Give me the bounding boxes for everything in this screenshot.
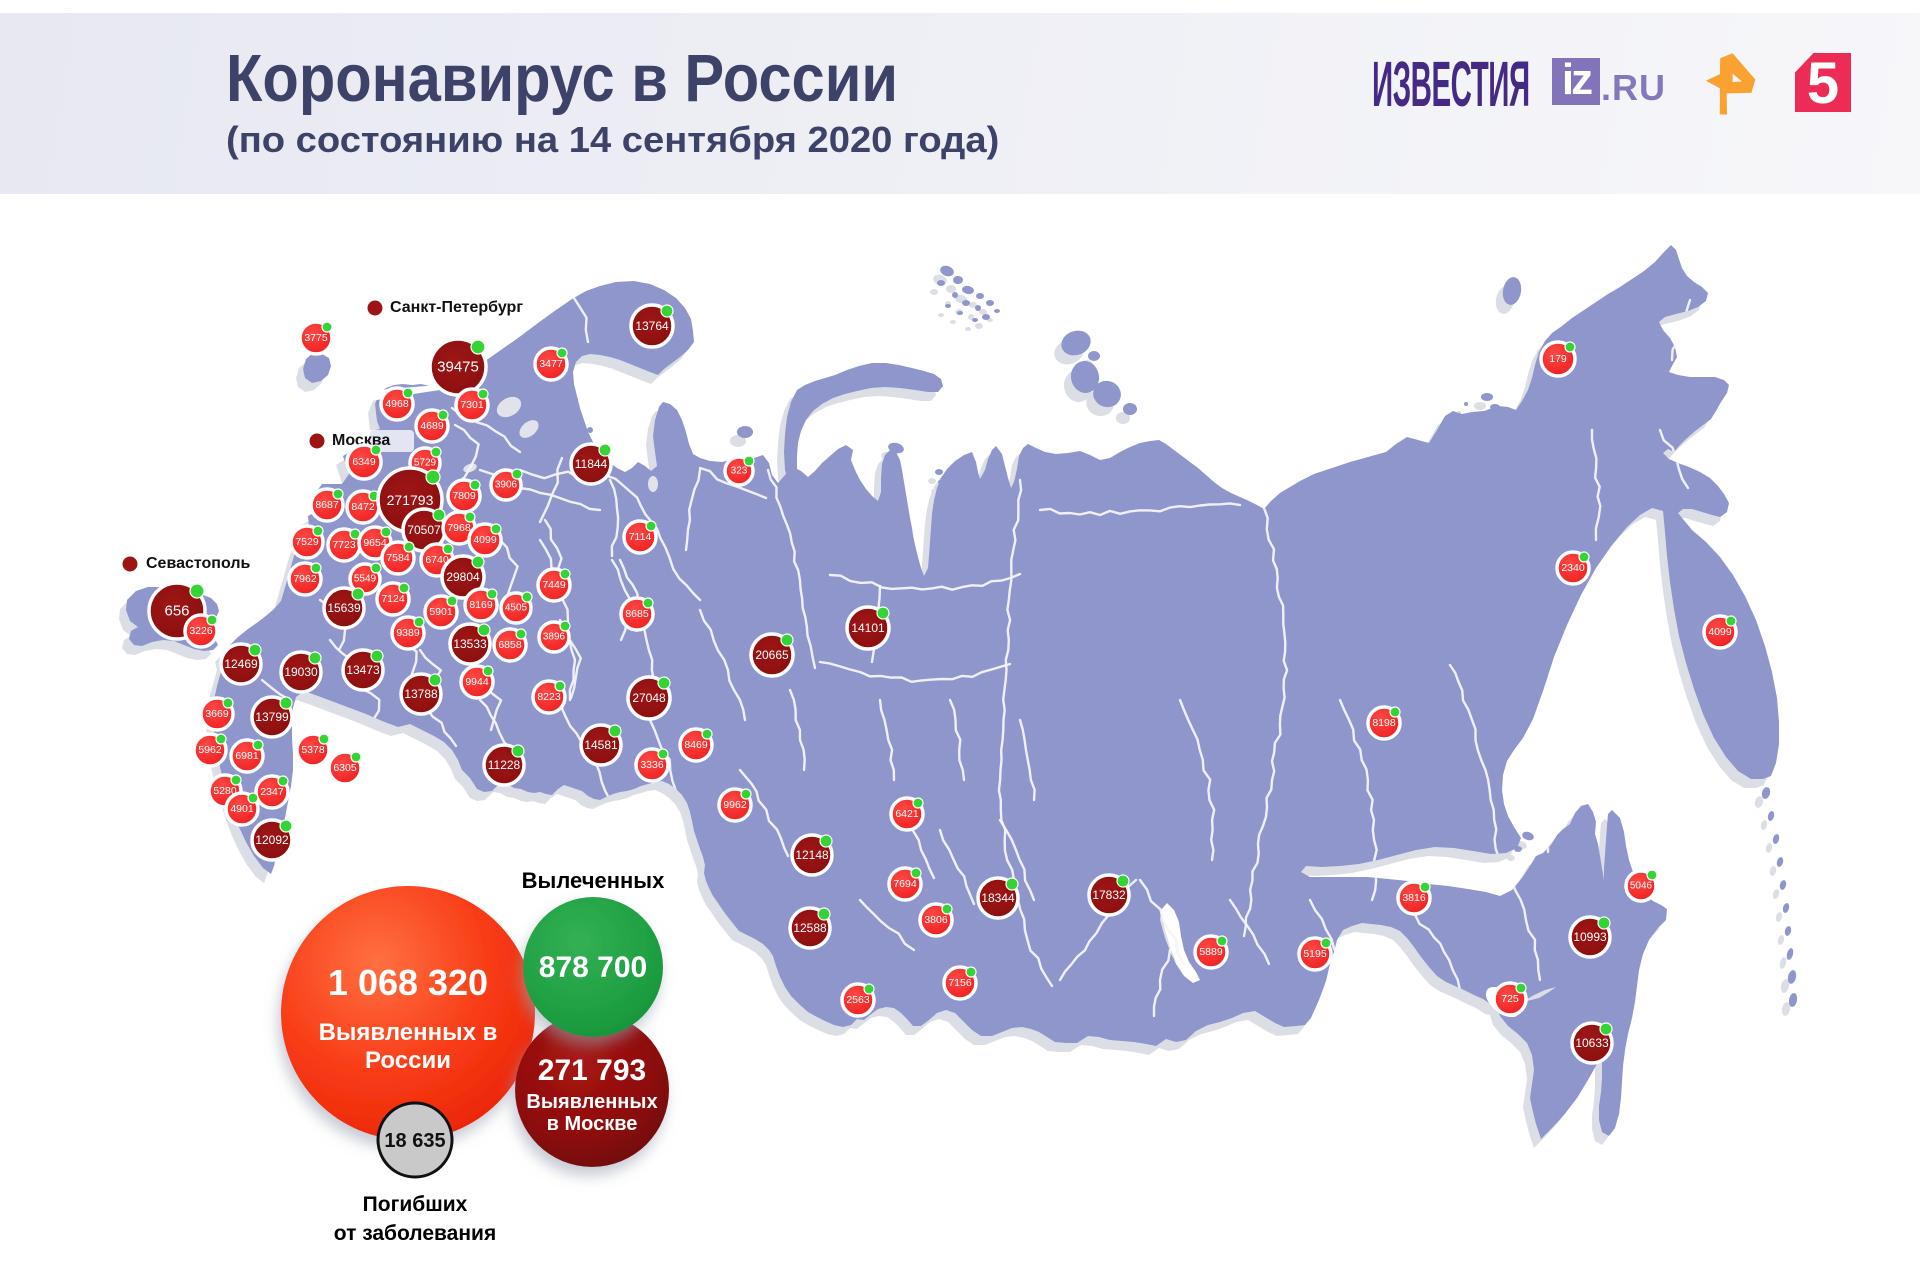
svg-text:7114: 7114 [629, 531, 652, 543]
svg-text:3226: 3226 [189, 625, 213, 637]
svg-text:9962: 9962 [723, 799, 747, 811]
svg-text:11228: 11228 [488, 758, 521, 772]
svg-text:12588: 12588 [793, 921, 827, 935]
svg-text:20665: 20665 [755, 648, 789, 662]
svg-text:8198: 8198 [1372, 717, 1396, 729]
svg-text:3816: 3816 [1402, 892, 1426, 904]
svg-text:4099: 4099 [1708, 626, 1732, 638]
svg-text:3896: 3896 [543, 632, 566, 643]
svg-text:5549: 5549 [354, 574, 377, 585]
svg-text:14101: 14101 [851, 621, 885, 635]
svg-text:725: 725 [1501, 993, 1519, 1005]
svg-text:3775: 3775 [304, 332, 328, 344]
svg-text:5962: 5962 [198, 744, 222, 756]
svg-text:Выявленных в: Выявленных в [319, 1019, 498, 1046]
svg-text:5901: 5901 [429, 606, 453, 618]
svg-text:13764: 13764 [635, 319, 669, 333]
svg-text:3906: 3906 [495, 480, 518, 491]
svg-text:7962: 7962 [293, 573, 317, 585]
svg-text:7124: 7124 [381, 593, 405, 605]
svg-text:7723: 7723 [332, 539, 356, 551]
svg-text:13799: 13799 [255, 710, 289, 724]
svg-text:8472: 8472 [351, 501, 375, 513]
svg-text:5729: 5729 [414, 458, 437, 469]
svg-text:1 068 320: 1 068 320 [328, 962, 488, 1003]
svg-text:Выявленных: Выявленных [526, 1091, 657, 1113]
svg-text:7529: 7529 [295, 536, 319, 548]
svg-text:6349: 6349 [352, 456, 376, 468]
svg-text:10633: 10633 [1575, 1036, 1609, 1050]
svg-text:12469: 12469 [224, 657, 258, 671]
svg-text:70507: 70507 [407, 523, 441, 537]
svg-text:18 635: 18 635 [384, 1130, 445, 1152]
svg-text:5280: 5280 [213, 785, 237, 797]
svg-text:2347: 2347 [260, 786, 284, 798]
svg-text:27048: 27048 [632, 691, 666, 705]
svg-text:8169: 8169 [469, 599, 493, 611]
svg-text:4689: 4689 [420, 420, 444, 432]
svg-text:4968: 4968 [385, 398, 409, 410]
svg-text:271 793: 271 793 [538, 1054, 646, 1087]
svg-text:5378: 5378 [301, 744, 325, 756]
svg-text:2563: 2563 [846, 994, 870, 1006]
svg-text:9389: 9389 [396, 627, 420, 639]
svg-text:4505: 4505 [505, 603, 528, 614]
svg-text:7584: 7584 [386, 552, 410, 564]
svg-text:7694: 7694 [893, 878, 917, 890]
svg-text:9944: 9944 [465, 676, 489, 688]
svg-text:13788: 13788 [404, 687, 438, 701]
svg-text:13473: 13473 [346, 663, 380, 677]
svg-text:179: 179 [1549, 353, 1567, 365]
svg-text:15639: 15639 [327, 601, 361, 615]
svg-text:12148: 12148 [795, 848, 829, 862]
svg-text:39475: 39475 [437, 359, 479, 376]
svg-text:5889: 5889 [1199, 946, 1223, 958]
svg-text:7301: 7301 [460, 399, 484, 411]
svg-text:13533: 13533 [453, 637, 487, 651]
svg-text:323: 323 [731, 466, 748, 477]
svg-text:12092: 12092 [255, 833, 289, 847]
svg-text:3669: 3669 [205, 708, 229, 720]
svg-text:29804: 29804 [446, 570, 480, 584]
svg-text:3336: 3336 [640, 759, 664, 771]
svg-text:7449: 7449 [542, 579, 566, 591]
svg-text:7156: 7156 [948, 977, 972, 989]
svg-text:5195: 5195 [1303, 948, 1327, 960]
svg-text:4901: 4901 [230, 803, 254, 815]
svg-text:3477: 3477 [539, 358, 563, 370]
svg-text:656: 656 [164, 603, 189, 620]
svg-text:3806: 3806 [924, 914, 948, 926]
svg-text:8687: 8687 [315, 499, 339, 511]
svg-text:9654: 9654 [363, 537, 387, 549]
svg-text:14581: 14581 [584, 738, 618, 752]
svg-text:7968: 7968 [447, 522, 471, 534]
svg-text:11844: 11844 [575, 457, 608, 471]
svg-text:6981: 6981 [235, 750, 259, 762]
svg-text:7809: 7809 [452, 490, 476, 502]
svg-text:19030: 19030 [284, 665, 318, 679]
svg-text:8685: 8685 [625, 608, 649, 620]
svg-text:8469: 8469 [684, 739, 708, 751]
svg-text:России: России [365, 1047, 451, 1074]
svg-text:10993: 10993 [1573, 930, 1607, 944]
svg-text:5046: 5046 [1630, 881, 1653, 892]
svg-text:6421: 6421 [895, 808, 919, 820]
svg-text:878 700: 878 700 [539, 951, 647, 984]
svg-text:271793: 271793 [387, 492, 434, 508]
svg-text:в Москве: в Москве [547, 1113, 638, 1135]
svg-text:17832: 17832 [1092, 888, 1126, 902]
svg-text:6740: 6740 [425, 554, 449, 566]
svg-text:8223: 8223 [537, 691, 561, 703]
svg-text:2340: 2340 [1561, 562, 1585, 574]
svg-text:6305: 6305 [333, 762, 357, 774]
svg-text:6858: 6858 [498, 639, 522, 651]
svg-text:18344: 18344 [981, 891, 1015, 905]
svg-text:4099: 4099 [473, 534, 497, 546]
